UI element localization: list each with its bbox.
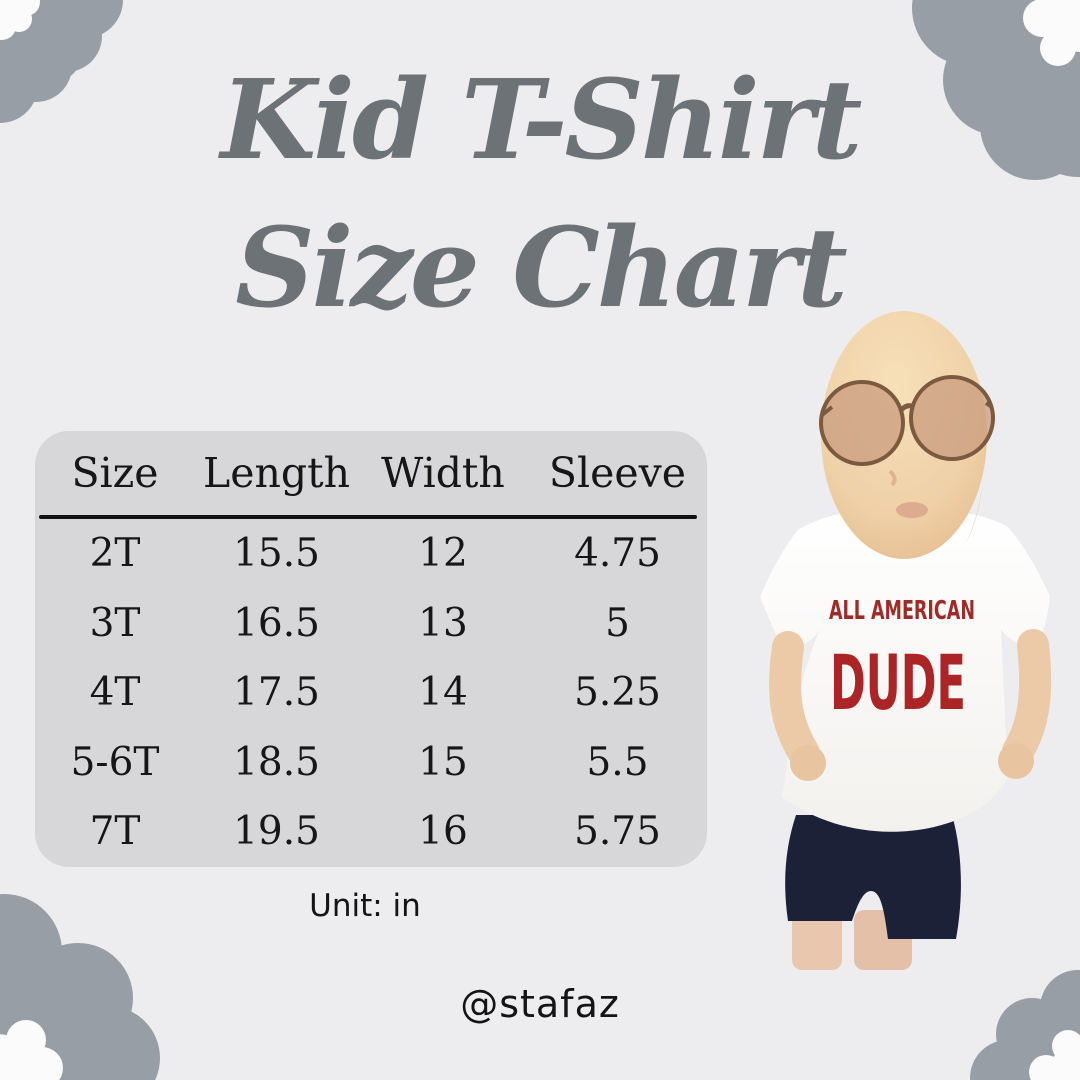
- width-cell: 12: [418, 531, 468, 577]
- width-cell: 14: [418, 670, 468, 716]
- table-row: 5-6T 18.5 15 5.5: [35, 728, 707, 798]
- size-cell: 3T: [89, 600, 141, 646]
- length-cell: 16.5: [233, 600, 320, 646]
- column-header-sleeve: Sleeve: [548, 449, 687, 497]
- length-cell: 17.5: [233, 670, 320, 716]
- column-header-size: Size: [71, 449, 159, 497]
- kid-shorts: [785, 815, 961, 939]
- sleeve-cell: 4.75: [574, 531, 661, 577]
- header-divider: [39, 515, 697, 519]
- length-cell: 19.5: [233, 809, 320, 855]
- title-line-1: Kid T-Shirt: [220, 55, 863, 184]
- column-header-width: Width: [381, 449, 505, 497]
- length-cell: 18.5: [233, 739, 320, 785]
- kid-photo: ALL AMERICAN DUDE: [760, 311, 1052, 970]
- social-handle: @stafaz: [460, 982, 620, 1026]
- table-row: 4T 17.5 14 5.25: [35, 658, 707, 728]
- width-cell: 16: [418, 809, 468, 855]
- sleeve-cell: 5.5: [586, 739, 649, 785]
- sleeve-cell: 5: [605, 600, 630, 646]
- kid-hands: [790, 743, 1034, 781]
- tshirt-print-line-1: ALL AMERICAN: [829, 596, 975, 626]
- unit-label: Unit: in: [309, 888, 421, 924]
- width-cell: 13: [418, 600, 468, 646]
- sleeve-cell: 5.75: [574, 809, 661, 855]
- width-cell: 15: [418, 739, 468, 785]
- table-row: 3T 16.5 13 5: [35, 589, 707, 659]
- table-row: 7T 19.5 16 5.75: [35, 797, 707, 867]
- tshirt-print-line-2: DUDE: [830, 638, 966, 727]
- title-line-2: Size Chart: [235, 203, 848, 332]
- table-header-row: Size Length Width Sleeve: [35, 431, 707, 515]
- size-cell: 5-6T: [70, 739, 160, 785]
- column-header-length: Length: [202, 449, 351, 497]
- page-title: Kid T-Shirt Size Chart: [0, 46, 1080, 342]
- sleeve-cell: 5.25: [574, 670, 661, 716]
- length-cell: 15.5: [233, 531, 320, 577]
- kid-head: [821, 311, 987, 559]
- table-row: 2T 15.5 12 4.75: [35, 519, 707, 589]
- kid-mouth: [896, 502, 928, 518]
- size-chart-table: Size Length Width Sleeve 2T 15.5 12 4.75…: [35, 431, 707, 867]
- sunglasses-icon: [819, 375, 995, 466]
- kid-nose: [888, 469, 897, 487]
- size-cell: 2T: [89, 531, 141, 577]
- size-cell: 7T: [89, 809, 141, 855]
- kid-arms: [769, 629, 1052, 769]
- kid-tshirt: [760, 511, 1050, 832]
- size-cell: 4T: [89, 670, 141, 716]
